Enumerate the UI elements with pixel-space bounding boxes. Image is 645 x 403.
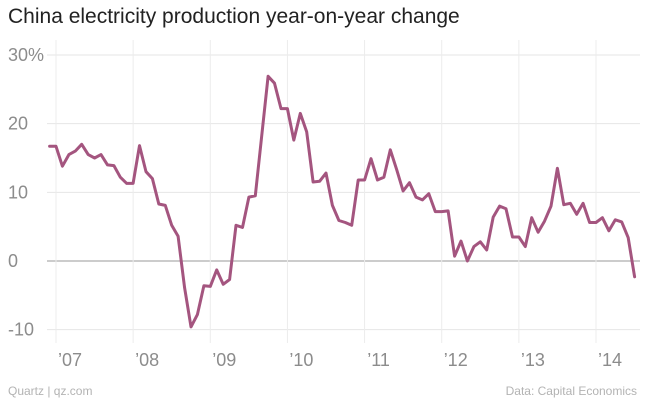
y-tick-label: 10 — [8, 182, 28, 202]
chart-title: China electricity production year-on-yea… — [8, 5, 460, 28]
footer-source-credit: Quartz | qz.com — [8, 384, 93, 398]
y-tick-label: 0 — [8, 251, 18, 271]
x-tick-label: ’11 — [367, 350, 390, 370]
grid-lines — [47, 40, 640, 343]
x-tick-label: ’13 — [521, 350, 545, 370]
x-tick-label: ’09 — [212, 350, 236, 370]
x-tick-label: ’07 — [58, 350, 82, 370]
footer-data-credit: Data: Capital Economics — [505, 384, 637, 398]
x-tick-label: ’14 — [598, 350, 622, 370]
y-tick-label: 20 — [8, 114, 28, 134]
y-tick-label: 30% — [8, 45, 44, 65]
x-axis-ticks: ’07 ’08 ’09 ’10 ’11 ’12 ’13 ’14 — [58, 350, 622, 370]
y-tick-label: -10 — [8, 320, 34, 340]
y-axis-ticks: 30% 20 10 0 -10 — [8, 45, 44, 340]
series-line — [48, 74, 637, 329]
x-tick-label: ’08 — [135, 350, 159, 370]
series-layer — [48, 74, 637, 329]
x-tick-label: ’10 — [289, 350, 313, 370]
x-tick-label: ’12 — [444, 350, 468, 370]
